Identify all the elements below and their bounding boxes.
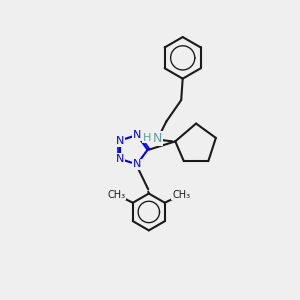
Text: CH₃: CH₃	[107, 190, 126, 200]
Text: N: N	[116, 154, 124, 164]
Text: N: N	[153, 132, 162, 145]
Text: N: N	[116, 136, 124, 146]
Text: N: N	[133, 159, 141, 170]
Text: CH₃: CH₃	[172, 190, 190, 200]
Text: N: N	[133, 130, 141, 140]
Text: H: H	[142, 133, 151, 142]
